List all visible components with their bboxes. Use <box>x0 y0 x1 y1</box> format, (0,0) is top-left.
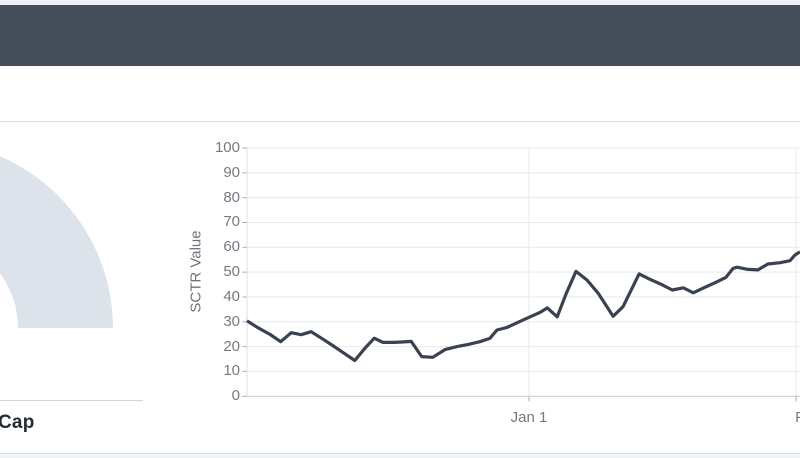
y-tick-label-10: 10 <box>223 362 240 380</box>
bottom-border <box>0 453 800 454</box>
y-tick-label-90: 90 <box>223 163 240 181</box>
y-tick-label-100: 100 <box>214 139 240 156</box>
y-tick-label-80: 80 <box>223 188 240 206</box>
gauge-label-divider <box>0 400 143 401</box>
y-tick-label-70: 70 <box>223 213 240 231</box>
y-tick-label-30: 30 <box>223 312 240 330</box>
y-tick-label-0: 0 <box>231 387 240 405</box>
sctr-series-line <box>246 250 800 363</box>
x-tick-label-1: F <box>795 409 800 426</box>
y-tick-label-40: 40 <box>223 287 240 305</box>
y-tick-label-60: 60 <box>223 238 240 256</box>
gauge-label: Cap <box>0 412 35 433</box>
x-tick-label-0: Jan 1 <box>510 409 548 426</box>
y-tick-label-50: 50 <box>223 263 240 281</box>
header-content-divider <box>0 121 800 122</box>
top-strip <box>0 0 800 5</box>
y-tick-label-20: 20 <box>223 337 240 355</box>
bottom-strip <box>0 454 800 458</box>
app-header <box>0 5 800 66</box>
